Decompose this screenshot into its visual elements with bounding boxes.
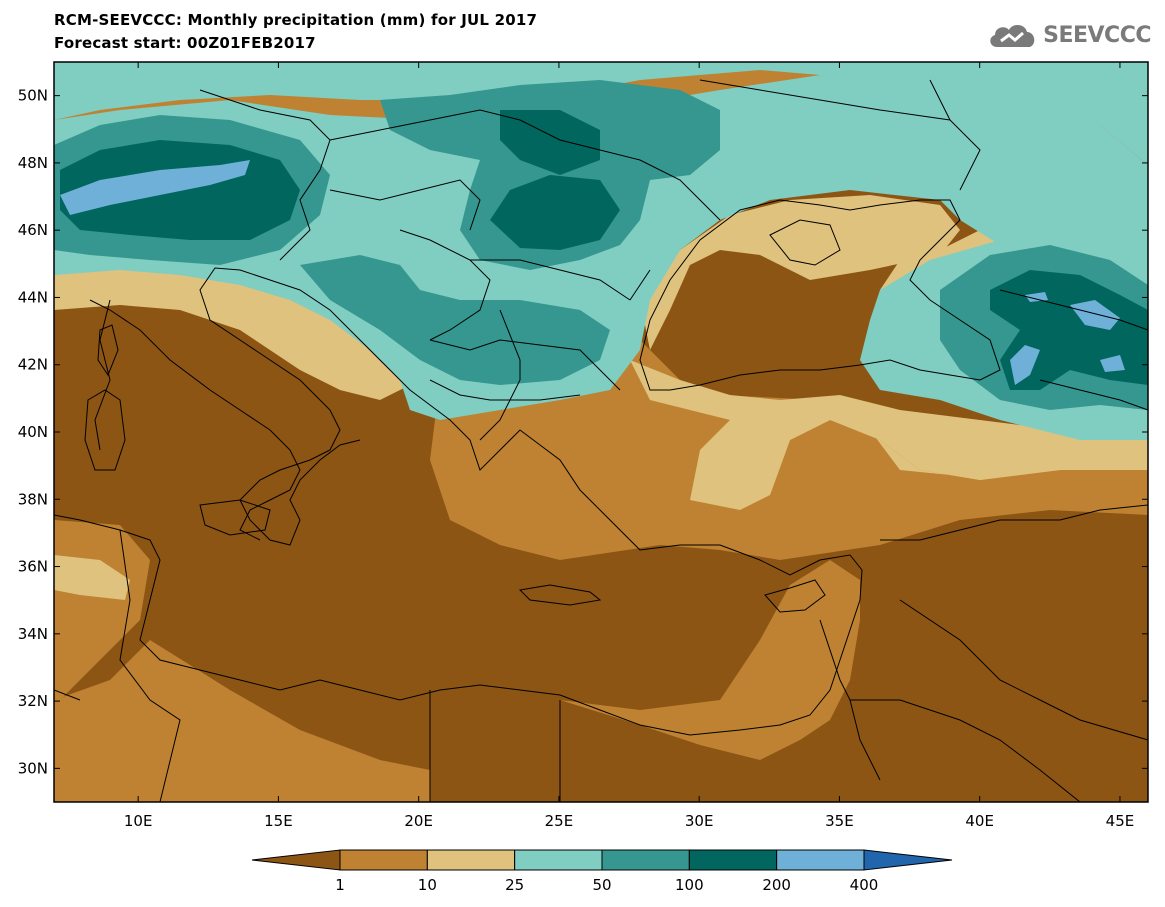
legend-swatch <box>251 849 341 871</box>
field-band-25-50-ukraine <box>640 195 960 350</box>
lon-tick-label: 10E <box>124 812 153 830</box>
coastline-italy <box>89 299 301 541</box>
precipitation-field <box>54 62 1148 802</box>
coastline-black-sea <box>639 199 1001 391</box>
field-band-50-100 <box>54 62 1148 165</box>
coastline-crimea <box>769 219 841 266</box>
field-band-200-400-north <box>500 110 600 175</box>
lat-tick-label: 32N <box>18 692 48 710</box>
coastline-sicily <box>199 499 271 536</box>
lat-tick-label: 36N <box>18 558 48 576</box>
legend-swatch <box>426 849 516 871</box>
coastlines-and-borders <box>54 79 1148 802</box>
longitude-axis: 10E 15E 20E 25E 30E 35E 40E 45E <box>124 62 1134 830</box>
legend-label: 100 <box>675 876 704 894</box>
border-lines <box>54 79 1148 802</box>
seevccc-logo: SEEVCCC <box>987 20 1151 50</box>
lon-tick-label: 45E <box>1106 812 1135 830</box>
lat-tick-label: 38N <box>18 490 48 508</box>
field-band-100-200-balkan <box>300 255 610 385</box>
legend-label: 1 <box>335 876 345 894</box>
legend-label: 200 <box>762 876 791 894</box>
coastline-cyprus <box>764 579 826 613</box>
lat-tick-label: 44N <box>18 288 48 306</box>
legend-swatch <box>863 849 953 871</box>
field-band-10-25-egypt <box>560 560 860 760</box>
lat-tick-label: 40N <box>18 423 48 441</box>
field-band-200-400-carpathian <box>490 175 620 250</box>
map-title: RCM-SEEVCCC: Monthly precipitation (mm) … <box>54 11 538 29</box>
field-band-above-400 <box>60 160 250 215</box>
lon-tick-label: 40E <box>965 812 994 830</box>
cloud-icon <box>990 24 1035 47</box>
field-band-25-50-libya <box>54 555 130 600</box>
color-legend: 1 10 25 50 100 200 400 <box>251 849 953 894</box>
legend-swatch <box>601 849 690 871</box>
lat-tick-label: 42N <box>18 356 48 374</box>
forecast-start: Forecast start: 00Z01FEB2017 <box>54 34 316 52</box>
lat-tick-label: 46N <box>18 221 48 239</box>
legend-swatch <box>339 849 428 871</box>
coastline-mediterranean <box>54 267 863 736</box>
field-band-10-25-south <box>54 640 430 802</box>
legend-label: 25 <box>505 876 524 894</box>
lon-tick-label: 30E <box>685 812 714 830</box>
legend-label: 400 <box>850 876 879 894</box>
latitude-axis: 30N 32N 34N 36N 38N 40N 42N 44N 46N 48N 50N <box>18 87 1148 777</box>
legend-swatch <box>776 849 865 871</box>
lon-tick-label: 35E <box>825 812 854 830</box>
coastline-sardinia <box>84 389 126 471</box>
legend-swatch <box>688 849 778 871</box>
coastline-crete <box>518 584 602 606</box>
coastline-corsica <box>97 324 119 377</box>
logo-text: SEEVCCC <box>1043 22 1151 48</box>
lat-tick-label: 48N <box>18 154 48 172</box>
lon-tick-label: 15E <box>264 812 293 830</box>
field-band-25-50-turkey <box>630 360 1148 505</box>
legend-swatch <box>514 849 603 871</box>
lon-tick-label: 25E <box>545 812 574 830</box>
lat-tick-label: 50N <box>18 87 48 105</box>
legend-label: 50 <box>592 876 611 894</box>
field-band-above-400-caucasus <box>1010 292 1125 385</box>
lon-tick-label: 20E <box>404 812 433 830</box>
lat-tick-label: 30N <box>18 759 48 777</box>
legend-label: 10 <box>418 876 437 894</box>
lat-tick-label: 34N <box>18 625 48 643</box>
